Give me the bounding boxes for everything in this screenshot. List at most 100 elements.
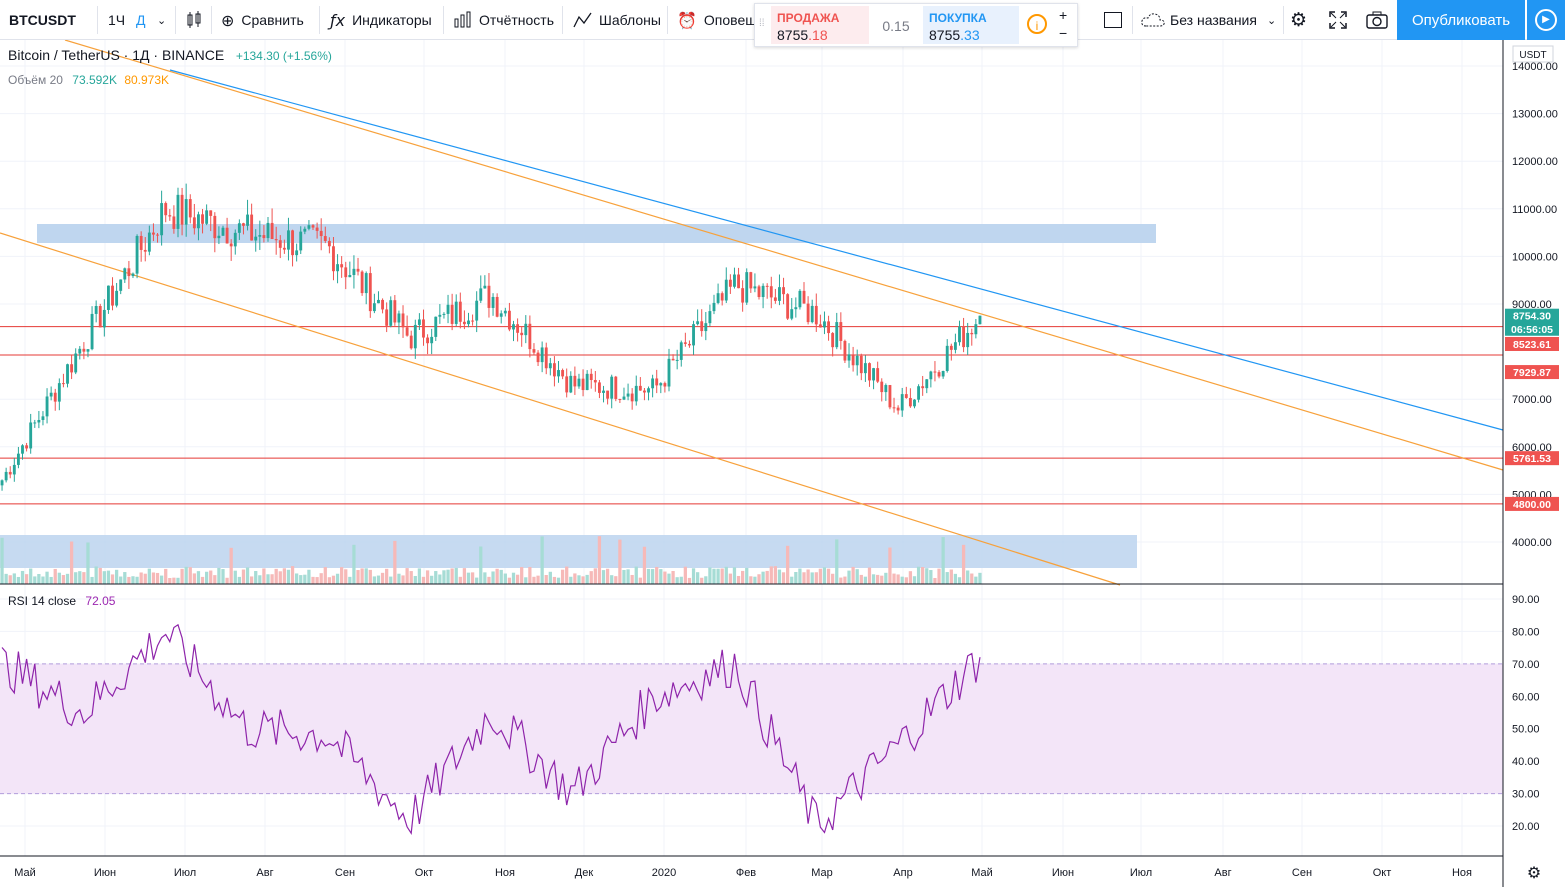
volume-bar xyxy=(921,567,925,584)
volume-bar xyxy=(867,567,872,584)
volume-bar xyxy=(110,574,115,584)
candle-body xyxy=(45,396,49,417)
volume-bar xyxy=(814,572,818,584)
resistance-zone[interactable] xyxy=(37,224,1156,243)
time-tick-label: Ноя xyxy=(1452,867,1472,879)
expand-button[interactable] xyxy=(1329,0,1347,40)
chart-area[interactable]: USDT 14000.00 13000.00 12000.00 11000.00 100… xyxy=(0,40,1565,887)
buy-button[interactable]: ПОКУПКА 8755.33 xyxy=(923,6,1019,44)
candle-body xyxy=(933,371,937,373)
candle-body xyxy=(147,232,151,252)
support-zone[interactable] xyxy=(0,535,1137,568)
candle-body xyxy=(503,310,507,314)
volume-bar xyxy=(225,577,229,584)
currency-badge[interactable] xyxy=(1512,45,1554,63)
rsi-pane xyxy=(0,623,1503,835)
volume-bar xyxy=(818,568,823,584)
volume-bar xyxy=(290,566,295,584)
candle-body xyxy=(160,203,164,236)
candle-body xyxy=(102,309,106,328)
reports-button[interactable]: Отчётность xyxy=(453,0,554,40)
volume-bar xyxy=(929,570,933,584)
volume-bar xyxy=(458,576,462,584)
chevron-down-icon[interactable]: ⌄ xyxy=(157,14,167,27)
candle-body xyxy=(704,323,708,332)
candle-body xyxy=(659,383,663,386)
settings-gear-icon[interactable]: ⚙ xyxy=(1527,865,1541,882)
volume-bar xyxy=(139,572,143,584)
candle-body xyxy=(450,304,454,324)
volume-bar xyxy=(904,577,908,584)
candle-body xyxy=(111,285,114,306)
publish-play-button[interactable]: ▶ xyxy=(1527,0,1565,40)
candle-body xyxy=(29,422,33,449)
bar-style-button[interactable] xyxy=(185,0,203,40)
volume-bar xyxy=(421,576,426,584)
candle-body xyxy=(966,332,970,348)
volume-bar xyxy=(700,577,704,584)
time-tick-label: Дек xyxy=(575,867,594,879)
trend-line-lower-orange[interactable] xyxy=(0,232,1121,586)
time-tick-label: Мар xyxy=(811,867,833,879)
price-label-badge xyxy=(1505,451,1559,466)
snapshot-button[interactable] xyxy=(1366,0,1388,40)
volume-bar xyxy=(155,572,160,584)
candle-body xyxy=(606,390,610,399)
candle-body xyxy=(773,297,777,301)
candle-body xyxy=(213,215,217,239)
volume-bar xyxy=(82,572,86,584)
volume-bar xyxy=(728,573,732,584)
volume-bar xyxy=(295,573,299,584)
symbol-search[interactable]: BTCUSDT xyxy=(9,12,76,28)
volume-bar xyxy=(241,569,246,584)
volume-bar xyxy=(732,567,737,584)
drag-handle-icon[interactable]: ⁞⁞ xyxy=(759,18,765,29)
candle-body xyxy=(855,355,859,366)
info-icon[interactable]: i xyxy=(1027,14,1047,34)
candle-body xyxy=(499,313,503,317)
candle-body xyxy=(786,294,790,319)
candle-body xyxy=(229,243,233,247)
candle-body xyxy=(978,315,982,325)
volume-bar xyxy=(303,574,307,584)
publish-button[interactable]: Опубликовать xyxy=(1397,0,1525,40)
volume-bar xyxy=(229,547,233,584)
alerts-button[interactable]: ⏰ Оповещ xyxy=(677,0,757,40)
bar-chart-icon xyxy=(454,11,471,28)
fullscreen-toggle[interactable] xyxy=(1104,0,1122,40)
rsi-tick-label: 50.00 xyxy=(1512,724,1540,736)
trend-line-blue[interactable] xyxy=(169,69,1504,431)
indicators-button[interactable]: ƒx Индикаторы xyxy=(330,0,432,40)
volume-bar xyxy=(970,573,974,584)
volume-bar xyxy=(757,574,761,584)
rsi-tick-label: 20.00 xyxy=(1512,821,1540,833)
sell-button[interactable]: ПРОДАЖА 8755.18 xyxy=(771,6,869,44)
volume-bar xyxy=(188,567,192,584)
compare-button[interactable]: ⊕ Сравнить xyxy=(221,0,304,40)
candle-body xyxy=(810,305,814,323)
volume-bar xyxy=(204,571,209,584)
increase-qty-button[interactable]: + xyxy=(1059,7,1068,23)
decrease-qty-button[interactable]: − xyxy=(1059,25,1068,41)
candle-body xyxy=(205,210,209,224)
layout-menu[interactable]: Без названия ⌄ xyxy=(1140,0,1276,40)
trend-lines xyxy=(0,40,1504,586)
interval-day[interactable]: Д xyxy=(136,12,146,28)
candle-body xyxy=(782,287,785,295)
gear-icon[interactable]: ⚙ xyxy=(1290,9,1308,31)
candle-body xyxy=(671,358,675,361)
volume-bar xyxy=(880,575,884,584)
candle-body xyxy=(242,223,245,226)
volume-bar xyxy=(843,576,847,584)
trend-line-upper-orange[interactable] xyxy=(64,40,1504,471)
volume-bar xyxy=(307,569,311,584)
candle-body xyxy=(458,301,462,322)
camera-icon xyxy=(1366,11,1388,29)
templates-button[interactable]: Шаблоны xyxy=(573,0,661,40)
volume-bar xyxy=(151,572,156,584)
interval-1h[interactable]: 1Ч xyxy=(108,12,126,28)
candle-body xyxy=(315,227,319,231)
candle-body xyxy=(851,354,855,366)
volume-bar xyxy=(442,570,446,584)
volume-bar xyxy=(925,568,929,584)
